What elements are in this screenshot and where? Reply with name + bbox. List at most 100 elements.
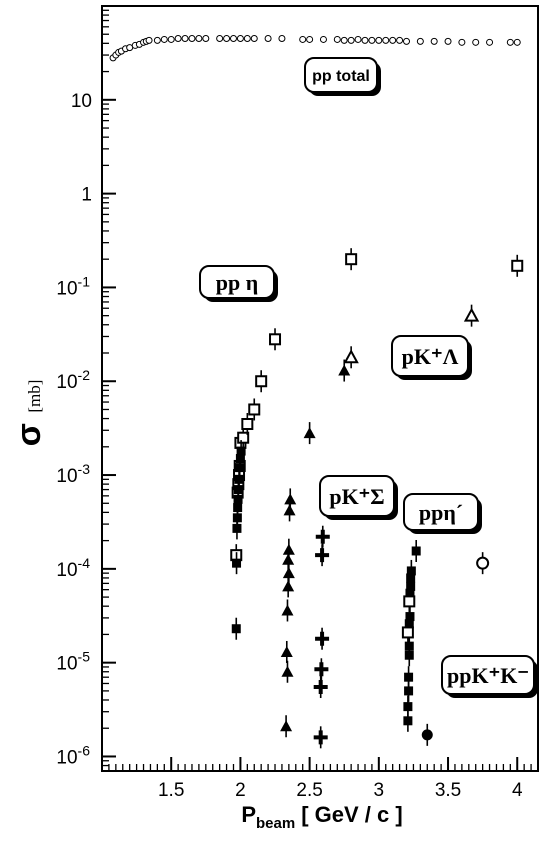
data-point [241,418,254,431]
reaction-label-box: pp total [304,57,381,96]
data-point [404,641,414,651]
data-point [236,35,244,43]
axis-titles: σ [mb] Pbeam[ GeV / c ] [10,380,403,832]
data-point [416,37,424,45]
data-point [255,375,268,388]
data-point [145,36,153,44]
data-point [313,730,328,745]
data-point [403,595,416,608]
data-point [338,364,351,376]
x-axis-label: Pbeam[ GeV / c ] [241,802,402,832]
data-point [280,645,293,657]
y-tick-label: 10 [71,91,92,112]
reaction-label-box: pK⁺Λ [391,335,472,380]
data-point [403,716,413,726]
plot-border [101,5,539,772]
data-point [250,35,258,43]
data-point [281,604,294,616]
plot-frame [101,5,539,772]
reaction-label-text: pK⁺Λ [402,344,459,369]
data-point [458,38,466,46]
data-point [404,686,414,696]
data-point [345,253,358,266]
data-point [444,37,452,45]
data-point [303,427,316,439]
data-point [181,35,189,43]
x-tick-label: 2 [235,780,246,801]
data-point [401,626,414,639]
data-point [315,529,330,544]
data-point [361,36,369,44]
data-point [269,333,282,346]
y-tick-label: 1 [81,185,92,206]
data-point [315,631,330,646]
data-point [472,38,480,46]
data-point [280,720,293,732]
data-point [486,38,494,46]
data-point [354,35,362,43]
data-point [411,546,421,556]
data-point [403,37,411,45]
data-point [282,567,295,579]
data-point [223,35,231,43]
data-point [284,493,297,505]
data-point [234,474,244,484]
y-tick-label: 10-5 [56,649,90,675]
data-point [375,36,383,44]
data-point [231,624,241,634]
reaction-label-box: ppK⁺K⁻ [441,655,538,698]
data-point [282,543,295,555]
x-tick-label: 3 [374,780,385,801]
data-point [463,307,480,322]
data-point [368,36,376,44]
axis-ticks: 1.5 2 2.5 3 3.5 4 10-6 10-5 10-4 10-3 10-2 10-1 1 10 [56,9,532,801]
data-point [430,37,438,45]
data-point [340,36,348,44]
data-point [313,680,328,695]
data-marks [109,35,524,749]
data-point [229,35,237,43]
data-point [403,702,413,712]
x-tick-label: 3.5 [435,780,461,801]
y-axis-label: σ [mb] [10,380,48,447]
y-tick-label: 10-4 [56,555,90,581]
data-point [405,612,415,622]
data-point [174,35,182,43]
data-point [216,35,224,43]
data-point [299,35,307,43]
reaction-label-text: pK⁺Σ [329,484,384,509]
data-point [513,38,521,46]
reaction-label-box: ppη´ [403,493,482,534]
x-tick-label: 4 [512,780,523,801]
data-point [333,35,341,43]
x-tick-label: 1.5 [158,780,184,801]
data-point [347,36,355,44]
data-point [188,35,196,43]
reaction-label-text: ppη´ [419,500,463,525]
reaction-label-box: pp η [199,265,278,302]
data-point [404,672,414,682]
data-point [306,35,314,43]
y-tick-label: 10-2 [56,367,90,393]
data-point [389,36,397,44]
data-point [278,35,286,43]
data-point [153,36,161,44]
data-point [506,38,514,46]
data-point [314,662,329,677]
y-tick-label: 10-6 [56,742,90,768]
data-point [248,403,261,416]
data-point [232,558,242,568]
reaction-label-box: pK⁺Σ [319,475,398,520]
data-point [511,259,524,272]
y-tick-label: 10-3 [56,461,90,487]
data-point [476,556,490,570]
data-point [264,35,272,43]
data-point [343,349,359,364]
data-point [282,580,295,592]
data-point [396,36,404,44]
data-point [243,35,251,43]
reaction-label-text: pp total [312,68,370,85]
data-point [319,35,327,43]
data-point [406,566,416,576]
